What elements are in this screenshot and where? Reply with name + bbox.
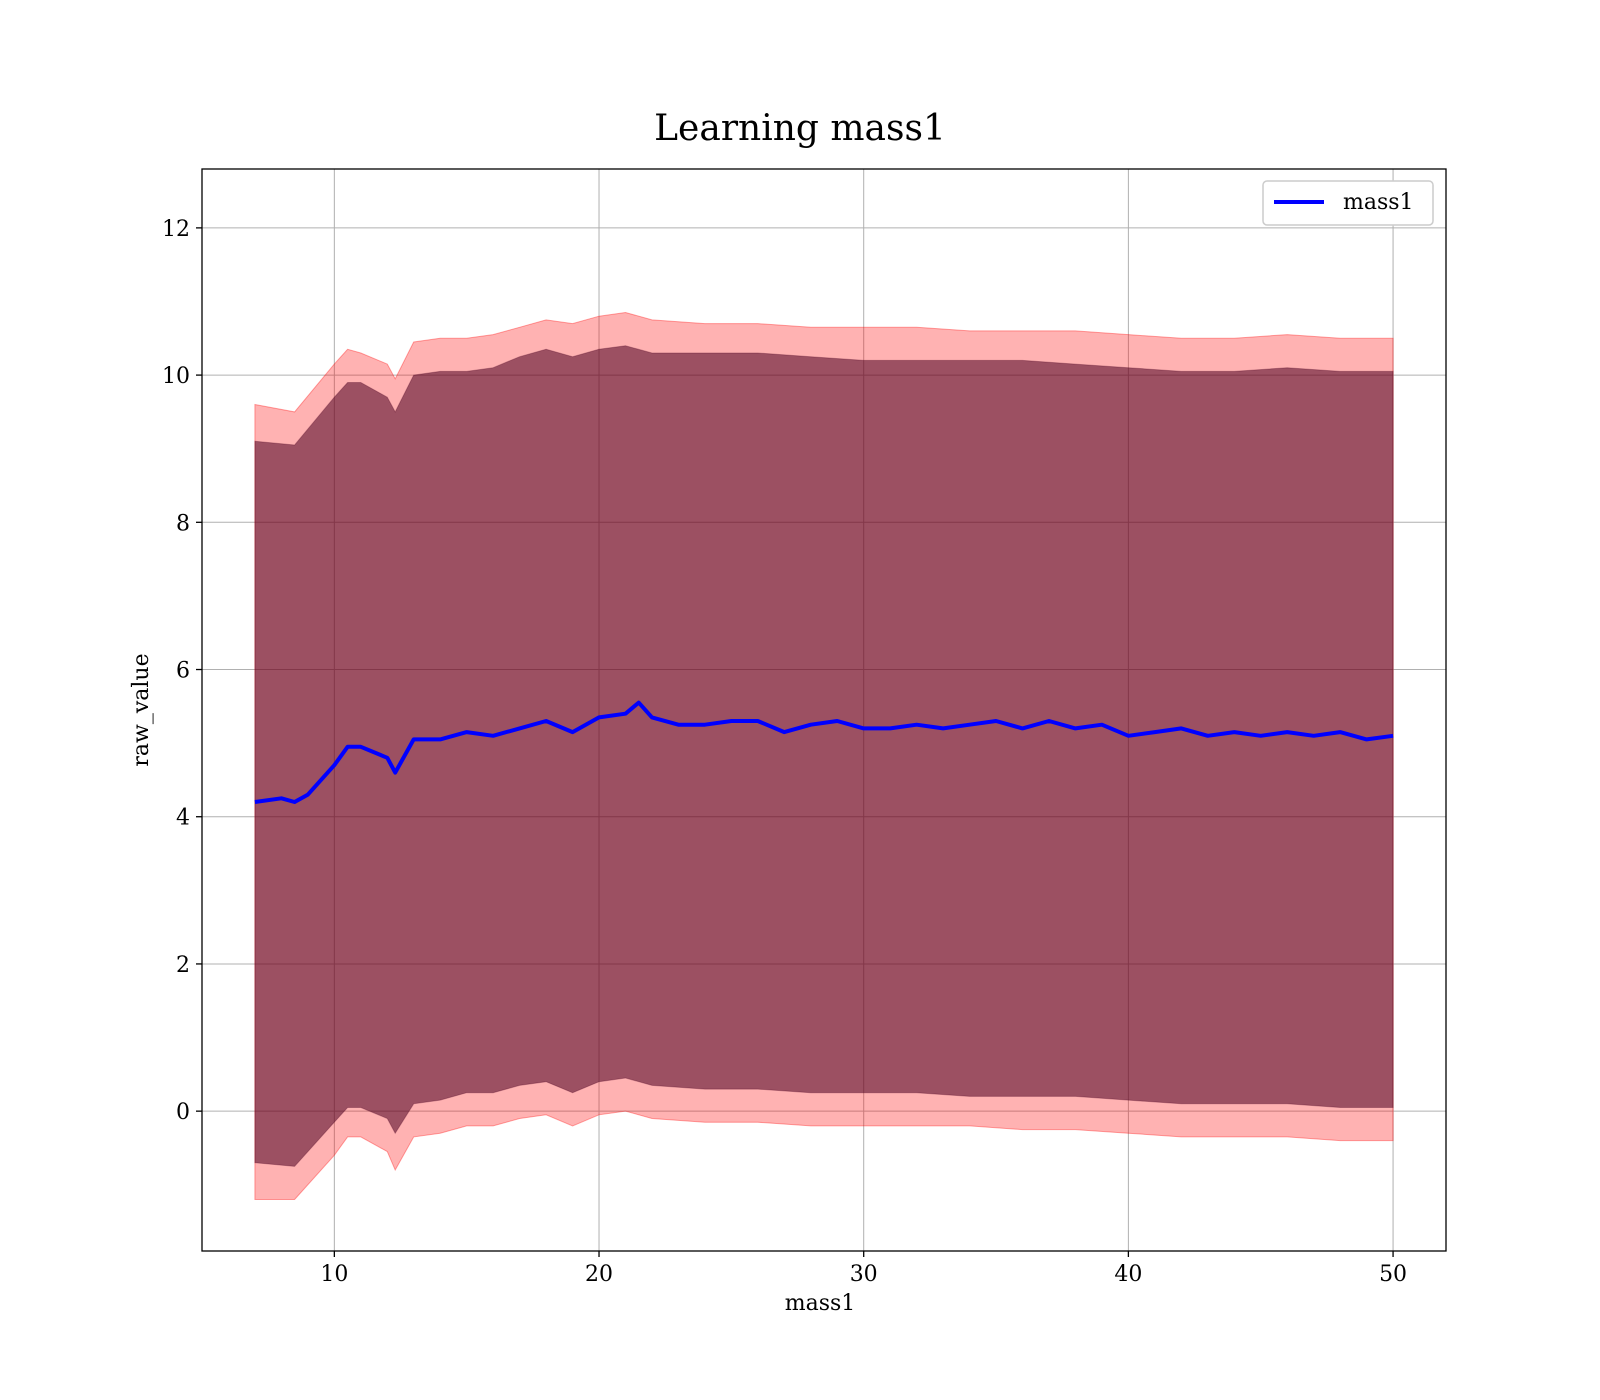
y-tick-label: 6 (176, 659, 190, 684)
series-line-mass1 (254, 700, 1394, 804)
legend-label: mass1 (1343, 190, 1414, 215)
y-tick-label: 12 (162, 217, 190, 242)
y-tick-label: 0 (176, 1100, 190, 1125)
x-tick-label: 10 (320, 1262, 348, 1287)
chart-title: Learning mass1 (654, 108, 946, 149)
confidence-band-inner (254, 345, 1394, 1167)
legend-box (1262, 180, 1434, 226)
plot-area: 10 20 30 40 50 0 2 4 6 8 10 12 (162, 168, 1447, 1287)
x-tick-label: 30 (850, 1262, 878, 1287)
x-tick-label: 20 (585, 1262, 613, 1287)
legend: mass1 (1262, 180, 1434, 226)
y-tick-label: 4 (176, 806, 190, 831)
x-tick-label: 50 (1379, 1262, 1407, 1287)
y-axis-label: raw_value (129, 653, 154, 766)
x-tick-label: 40 (1114, 1262, 1142, 1287)
x-axis-label: mass1 (785, 1291, 856, 1316)
y-tick-label: 2 (176, 953, 190, 978)
axes-frame (201, 168, 1447, 1252)
y-tick-label: 8 (176, 511, 190, 536)
y-tick-label: 10 (162, 364, 190, 389)
